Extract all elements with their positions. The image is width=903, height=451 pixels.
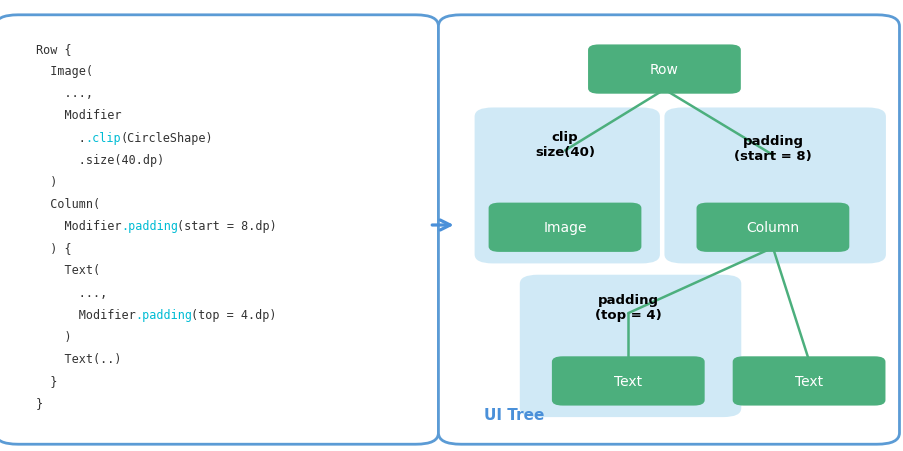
Text: (CircleShape): (CircleShape) [121,131,213,144]
FancyBboxPatch shape [474,108,659,264]
Text: Text: Text [794,374,823,388]
Text: padding
(top = 4): padding (top = 4) [594,294,661,322]
Text: Row {: Row { [36,43,71,56]
Text: ) {: ) { [36,242,71,255]
Text: .padding: .padding [135,308,191,321]
Text: Text(..): Text(..) [36,352,122,365]
FancyBboxPatch shape [0,16,438,444]
Text: .padding: .padding [121,220,178,233]
Text: Column: Column [746,221,798,235]
FancyArrowPatch shape [432,221,450,230]
Text: Column(: Column( [36,198,100,211]
FancyBboxPatch shape [519,275,740,417]
FancyBboxPatch shape [696,203,849,253]
FancyBboxPatch shape [438,16,898,444]
FancyBboxPatch shape [664,108,885,264]
Text: Image(: Image( [36,65,93,78]
Text: Modifier: Modifier [36,308,135,321]
Text: .clip: .clip [86,131,121,144]
Text: ): ) [36,330,71,343]
Text: Text: Text [613,374,642,388]
Text: .: . [36,131,86,144]
Text: Modifier: Modifier [36,220,122,233]
Text: Text(: Text( [36,264,100,277]
Text: padding
(start = 8): padding (start = 8) [733,135,811,163]
FancyBboxPatch shape [488,203,641,253]
Text: ): ) [36,175,58,189]
Text: }: } [36,396,43,410]
Text: ...,: ..., [36,87,93,100]
Text: ...,: ..., [36,286,107,299]
Text: Row: Row [649,63,678,77]
Text: }: } [36,374,58,387]
Text: (top = 4.dp): (top = 4.dp) [191,308,276,321]
Text: Image: Image [543,221,586,235]
FancyBboxPatch shape [587,45,740,95]
FancyBboxPatch shape [731,356,885,406]
Text: Modifier: Modifier [36,109,122,122]
FancyBboxPatch shape [551,356,703,406]
Text: UI Tree: UI Tree [483,407,544,422]
Text: (start = 8.dp): (start = 8.dp) [177,220,276,233]
Text: clip
size(40): clip size(40) [535,130,594,158]
Text: .size(40.dp): .size(40.dp) [36,153,164,166]
